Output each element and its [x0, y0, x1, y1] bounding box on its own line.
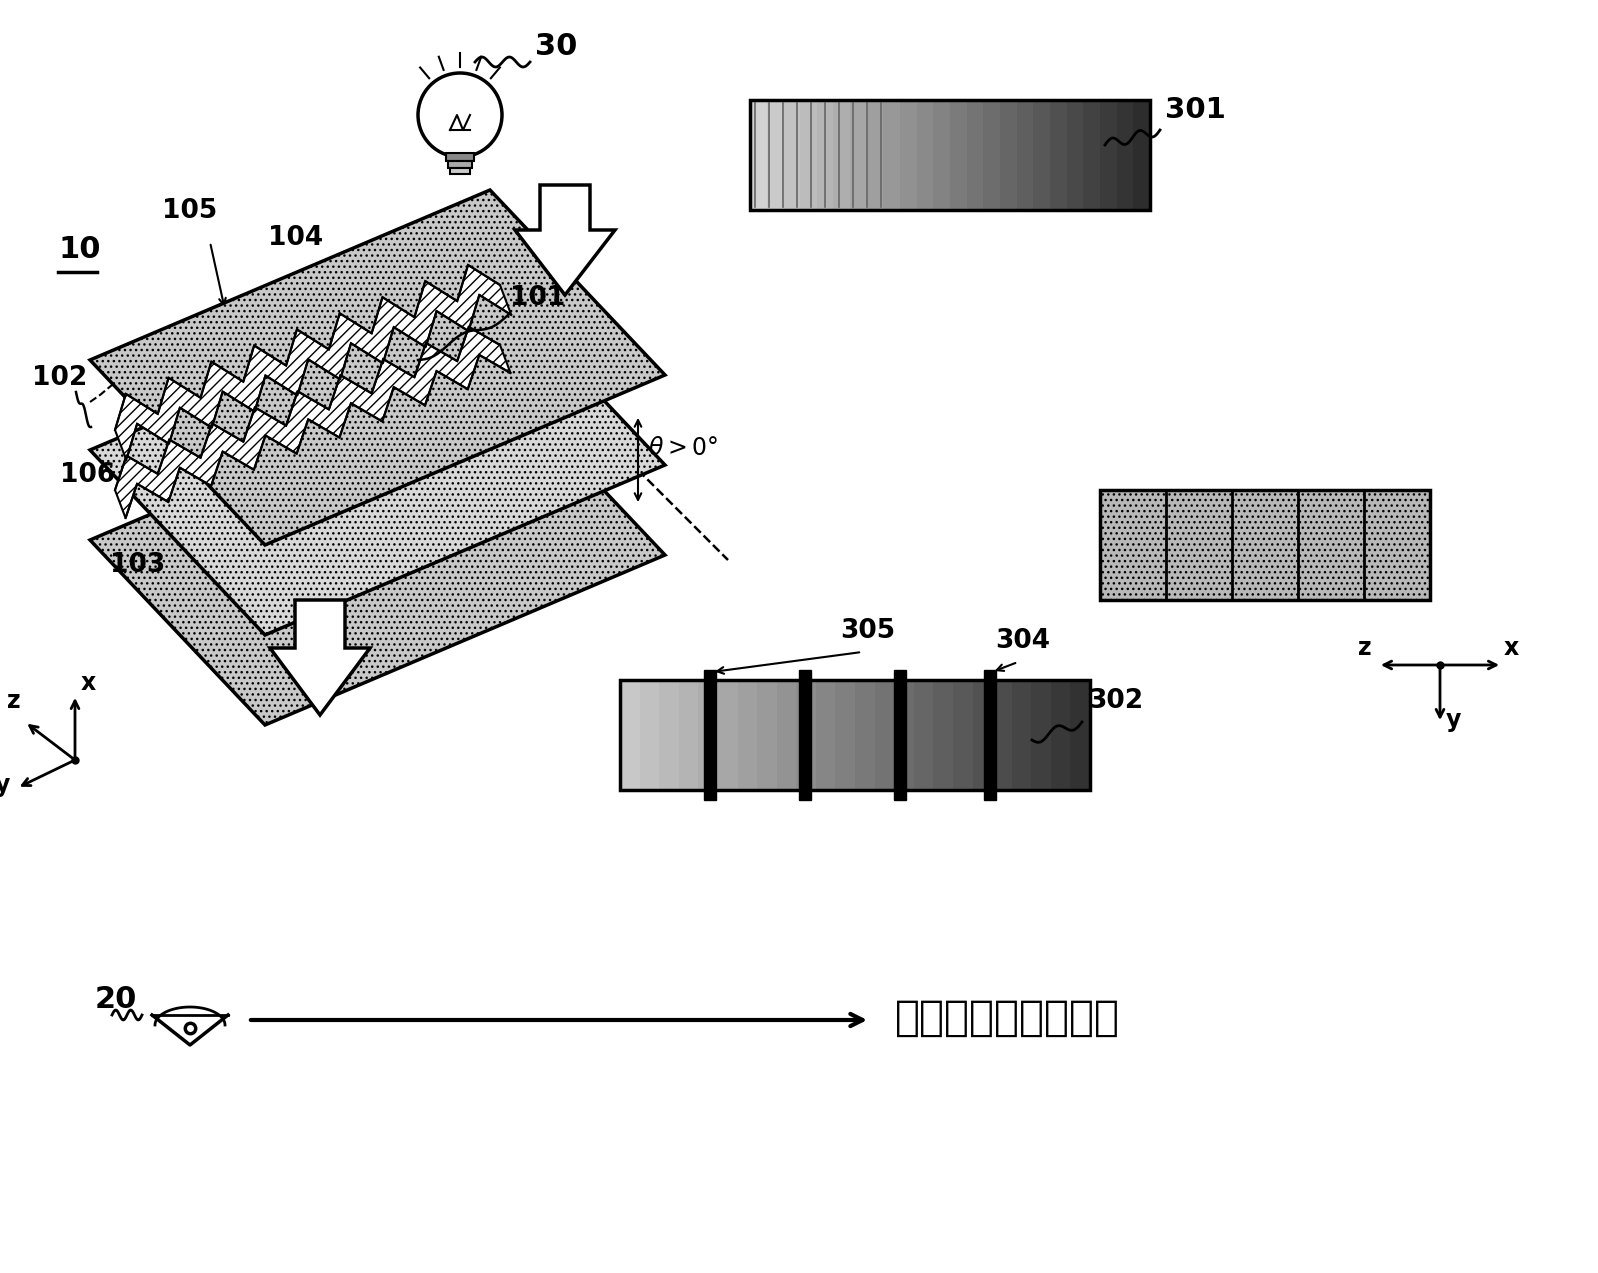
Bar — [983, 101, 1000, 210]
Bar — [933, 101, 951, 210]
Bar — [855, 680, 876, 791]
Bar — [801, 101, 818, 210]
Text: $\theta>0°$: $\theta>0°$ — [649, 435, 718, 460]
Bar — [799, 670, 812, 799]
Bar — [917, 101, 935, 210]
Bar — [639, 680, 660, 791]
Text: x: x — [81, 671, 96, 695]
Bar — [767, 101, 785, 210]
Polygon shape — [89, 280, 665, 635]
Bar — [620, 680, 1090, 791]
Bar — [1051, 680, 1071, 791]
Polygon shape — [115, 327, 511, 518]
Bar — [973, 680, 992, 791]
Bar — [796, 680, 817, 791]
Bar — [952, 680, 973, 791]
Text: 305: 305 — [841, 617, 895, 644]
Bar — [967, 101, 984, 210]
Bar — [658, 680, 679, 791]
Text: 20: 20 — [94, 985, 137, 1015]
Text: 104: 104 — [268, 225, 323, 251]
Text: z: z — [1358, 636, 1371, 659]
Text: 30: 30 — [535, 32, 577, 61]
Bar — [895, 680, 914, 791]
Bar — [866, 101, 884, 210]
Text: 301: 301 — [1165, 95, 1226, 123]
Text: z: z — [6, 689, 21, 713]
Bar — [620, 680, 641, 791]
Bar — [874, 680, 895, 791]
Bar — [984, 670, 996, 799]
Text: 10: 10 — [58, 236, 101, 264]
Polygon shape — [270, 600, 371, 715]
Bar — [1099, 490, 1430, 600]
Bar — [783, 101, 801, 210]
Bar — [1016, 101, 1034, 210]
Bar — [777, 680, 797, 791]
Polygon shape — [89, 190, 665, 545]
Bar — [1034, 101, 1051, 210]
Text: 在透射下的视觉信息: 在透射下的视觉信息 — [895, 997, 1120, 1039]
Bar — [884, 101, 901, 210]
Bar — [749, 101, 767, 210]
Bar — [620, 680, 1090, 791]
Bar — [817, 680, 836, 791]
Polygon shape — [115, 265, 511, 460]
Text: 105: 105 — [161, 199, 217, 224]
Text: 102: 102 — [32, 365, 88, 391]
Bar — [949, 101, 968, 210]
Text: 106: 106 — [61, 462, 115, 488]
Bar — [914, 680, 935, 791]
Text: 101: 101 — [510, 285, 566, 311]
Bar — [447, 160, 471, 168]
Bar — [451, 168, 470, 174]
Bar — [738, 680, 757, 791]
Text: 103: 103 — [110, 552, 165, 578]
Bar — [698, 680, 719, 791]
Bar — [933, 680, 954, 791]
Bar — [749, 101, 1151, 210]
Bar — [893, 670, 906, 799]
Bar — [718, 680, 738, 791]
Bar — [850, 101, 868, 210]
Polygon shape — [515, 185, 615, 295]
Circle shape — [419, 73, 502, 157]
Bar — [1099, 101, 1117, 210]
Bar — [705, 670, 716, 799]
Bar — [1071, 680, 1091, 791]
Bar — [1133, 101, 1151, 210]
Bar — [1050, 101, 1067, 210]
Text: y: y — [0, 773, 10, 797]
Text: 304: 304 — [996, 628, 1050, 654]
Bar — [817, 101, 834, 210]
Bar — [836, 680, 857, 791]
Text: y: y — [1446, 708, 1462, 732]
Bar — [1083, 101, 1101, 210]
Text: 302: 302 — [1088, 687, 1143, 714]
Bar — [446, 153, 475, 160]
Bar — [992, 680, 1013, 791]
Bar — [757, 680, 778, 791]
Bar — [833, 101, 852, 210]
Polygon shape — [89, 370, 665, 726]
Bar — [1067, 101, 1085, 210]
Bar — [1117, 101, 1135, 210]
Bar — [679, 680, 700, 791]
Bar — [1012, 680, 1032, 791]
Bar — [900, 101, 917, 210]
Bar — [1031, 680, 1051, 791]
Bar — [1000, 101, 1018, 210]
Bar — [749, 101, 1151, 210]
Text: x: x — [1504, 636, 1520, 659]
